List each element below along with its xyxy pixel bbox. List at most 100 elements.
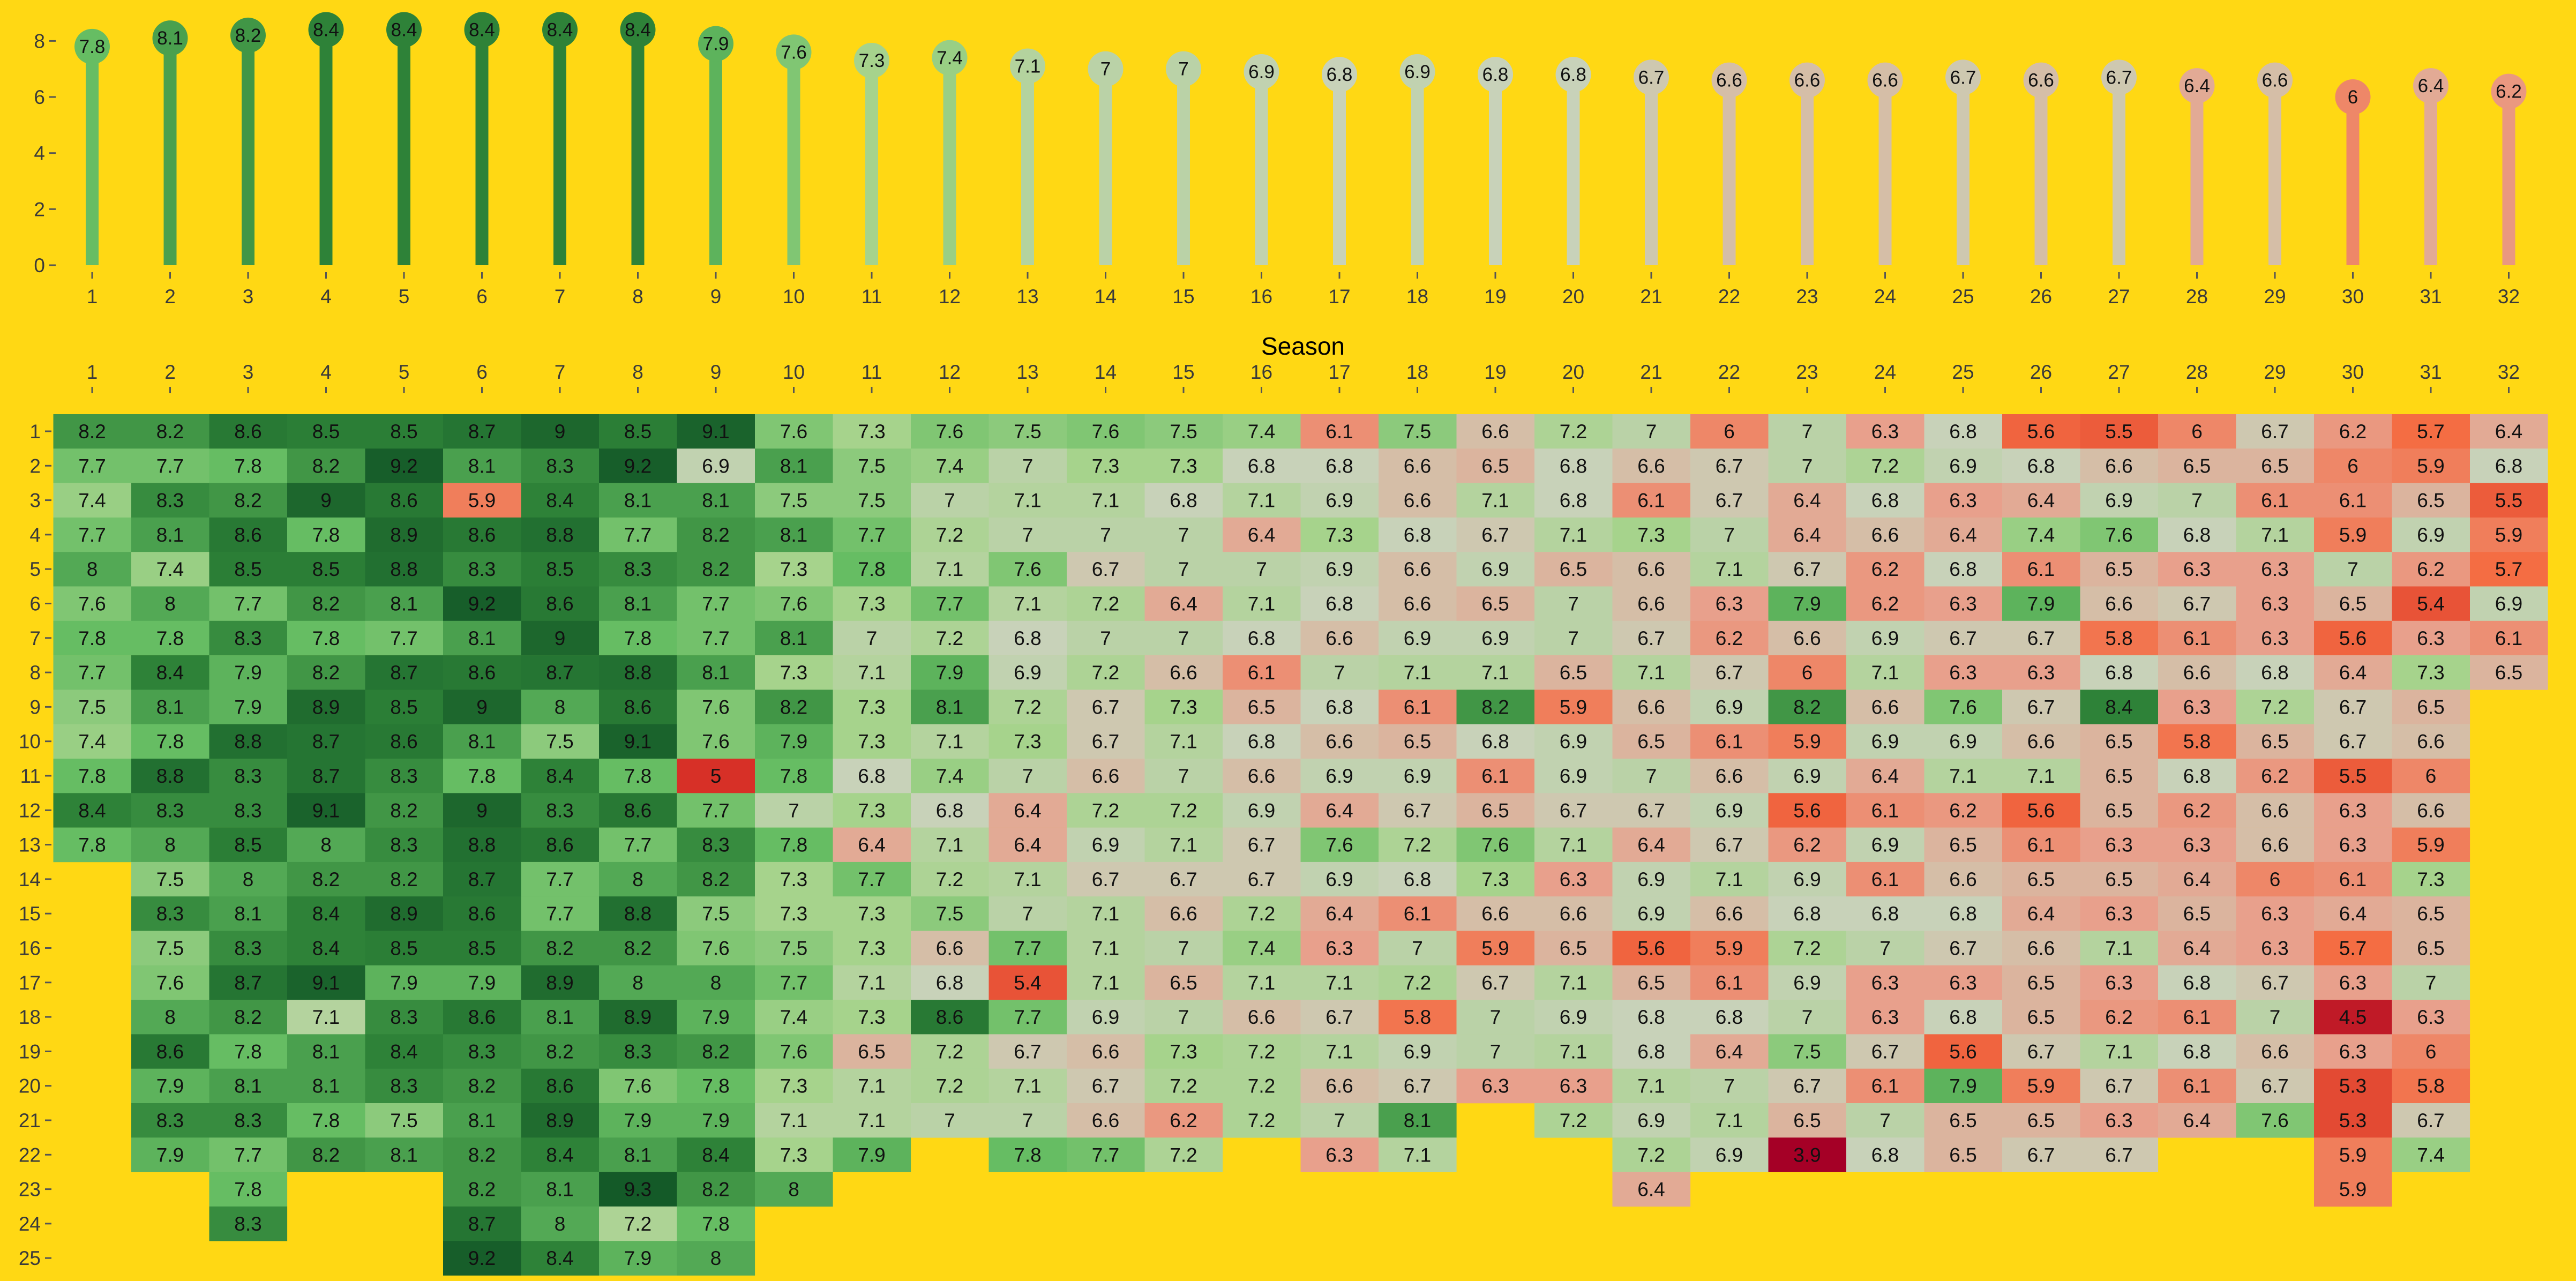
lollipop-value-label: 6.6: [1794, 70, 1821, 91]
heatmap-cell-label: 8.5: [390, 421, 417, 443]
lollipop-x-tick-label: 8: [632, 286, 643, 308]
heatmap-cell: [911, 1034, 989, 1069]
heatmap-cell-label: 7: [1022, 1110, 1034, 1132]
heatmap-cell: [1768, 1137, 1847, 1172]
heatmap-cell-label: 6.7: [1949, 627, 1976, 649]
heatmap-cell: [1534, 1034, 1613, 1069]
heatmap-cell-label: 8.1: [234, 903, 261, 925]
heatmap-cell: [1690, 827, 1769, 863]
lollipop-x-tick-label: 27: [2108, 286, 2130, 308]
heatmap-cell-label: 7.1: [1014, 1075, 1041, 1097]
heatmap-cell-label: 8.2: [702, 1179, 729, 1201]
heatmap-cell: [1456, 862, 1535, 897]
heatmap-x-tick-label: 29: [2264, 361, 2286, 383]
heatmap-cell-label: 8.2: [156, 421, 184, 443]
heatmap-cell: [2158, 896, 2236, 931]
heatmap-cell-label: 7.1: [1481, 490, 1509, 512]
heatmap-cell-label: 7.1: [858, 972, 885, 994]
heatmap-cell-label: 8: [555, 696, 566, 718]
heatmap-cell: [209, 1000, 288, 1035]
heatmap-cell: [1612, 690, 1691, 724]
heatmap-cell-label: 6.1: [2183, 1006, 2211, 1028]
heatmap-cell-label: 8.1: [780, 524, 807, 546]
heatmap-cell-label: 6.3: [1949, 662, 1976, 684]
heatmap-cell-label: 6: [1802, 662, 1813, 684]
heatmap-cell-label: 6.5: [2027, 1110, 2055, 1132]
heatmap-cell-label: 6.8: [1560, 455, 1587, 477]
heatmap-cell-label: 6.7: [1170, 868, 1197, 890]
heatmap-cell-label: 6.5: [1404, 731, 1431, 753]
heatmap-cell-label: 8.4: [702, 1144, 729, 1166]
heatmap-cell: [755, 862, 833, 897]
heatmap-cell-label: 6.7: [1092, 696, 1119, 718]
heatmap-cell: [287, 759, 365, 793]
heatmap-cell: [989, 1137, 1067, 1172]
heatmap-cell-label: 6.8: [1871, 490, 1899, 512]
heatmap-cell-label: 7.1: [2261, 524, 2288, 546]
heatmap-cell-label: 6.1: [2027, 834, 2055, 856]
heatmap-cell: [1534, 552, 1613, 587]
heatmap-cell: [755, 1000, 833, 1035]
heatmap-cell: [989, 1034, 1067, 1069]
heatmap-cell: [989, 483, 1067, 518]
heatmap-cell: [1379, 931, 1457, 966]
heatmap-cell: [1690, 483, 1769, 518]
lollipop-dot: [1399, 54, 1435, 89]
heatmap-cell: [833, 690, 911, 724]
heatmap-x-tick-label: 19: [1484, 361, 1506, 383]
heatmap-cell: [1223, 965, 1301, 1000]
heatmap-cell-label: 6.9: [1326, 490, 1353, 512]
heatmap-cell-label: 8.3: [234, 938, 261, 960]
heatmap-cell: [1612, 793, 1691, 828]
heatmap-cell-label: 8.7: [312, 731, 340, 753]
lollipop-dot: [74, 28, 110, 64]
heatmap-cell: [1846, 517, 1924, 552]
heatmap-cell: [2158, 690, 2236, 724]
heatmap-cell: [599, 1172, 677, 1207]
heatmap-cell-label: 8.8: [390, 558, 417, 580]
heatmap-cell-label: 7.1: [1716, 558, 1743, 580]
heatmap-cell: [2314, 448, 2392, 483]
heatmap-cell: [1379, 793, 1457, 828]
heatmap-cell: [131, 793, 209, 828]
heatmap-cell-label: 5.5: [2339, 765, 2367, 787]
heatmap-cell-label: 7.5: [156, 938, 184, 960]
heatmap-cell-label: 6.8: [1170, 490, 1197, 512]
heatmap-cell-label: 6.5: [2105, 731, 2132, 753]
heatmap-cell-label: 6.4: [1248, 524, 1275, 546]
heatmap-cell: [1144, 1000, 1223, 1035]
heatmap-cell: [131, 724, 209, 759]
heatmap-cell-label: 7.2: [1248, 903, 1275, 925]
heatmap-cell: [599, 896, 677, 931]
heatmap-cell: [1534, 690, 1613, 724]
lollipop-value-label: 6.9: [1248, 62, 1275, 83]
heatmap-cell-label: 5.7: [2417, 421, 2444, 443]
heatmap-cell-label: 6.3: [2261, 593, 2288, 615]
heatmap-cell: [365, 1103, 444, 1138]
heatmap-cell-label: 6.6: [1637, 593, 1665, 615]
heatmap-cell: [1924, 759, 2003, 793]
heatmap-cell: [599, 448, 677, 483]
heatmap-cell: [989, 965, 1067, 1000]
heatmap-cell: [1456, 896, 1535, 931]
heatmap-cell: [443, 827, 521, 863]
heatmap-cell-label: 7.6: [2261, 1110, 2288, 1132]
heatmap-cell: [2158, 1000, 2236, 1035]
heatmap-cell: [1456, 931, 1535, 966]
heatmap-cell-label: 7.7: [702, 799, 729, 821]
heatmap-cell-label: 6.9: [702, 455, 729, 477]
heatmap-cell-label: 7.7: [780, 972, 807, 994]
heatmap-cell: [599, 517, 677, 552]
heatmap-x-tick-label: 25: [1952, 361, 1974, 383]
heatmap-cell-label: 6.9: [1793, 868, 1821, 890]
heatmap-cell-label: 6.8: [936, 972, 963, 994]
heatmap-cell-label: 6.1: [2027, 558, 2055, 580]
heatmap-cell: [1379, 448, 1457, 483]
heatmap-cell: [1924, 1137, 2003, 1172]
heatmap-cell-label: 7.6: [1326, 834, 1353, 856]
heatmap-cell: [1067, 1137, 1145, 1172]
heatmap-cell-label: 5.7: [2339, 938, 2367, 960]
heatmap-cell-label: 7.1: [1170, 834, 1197, 856]
heatmap-cell-label: 7.1: [858, 1110, 885, 1132]
